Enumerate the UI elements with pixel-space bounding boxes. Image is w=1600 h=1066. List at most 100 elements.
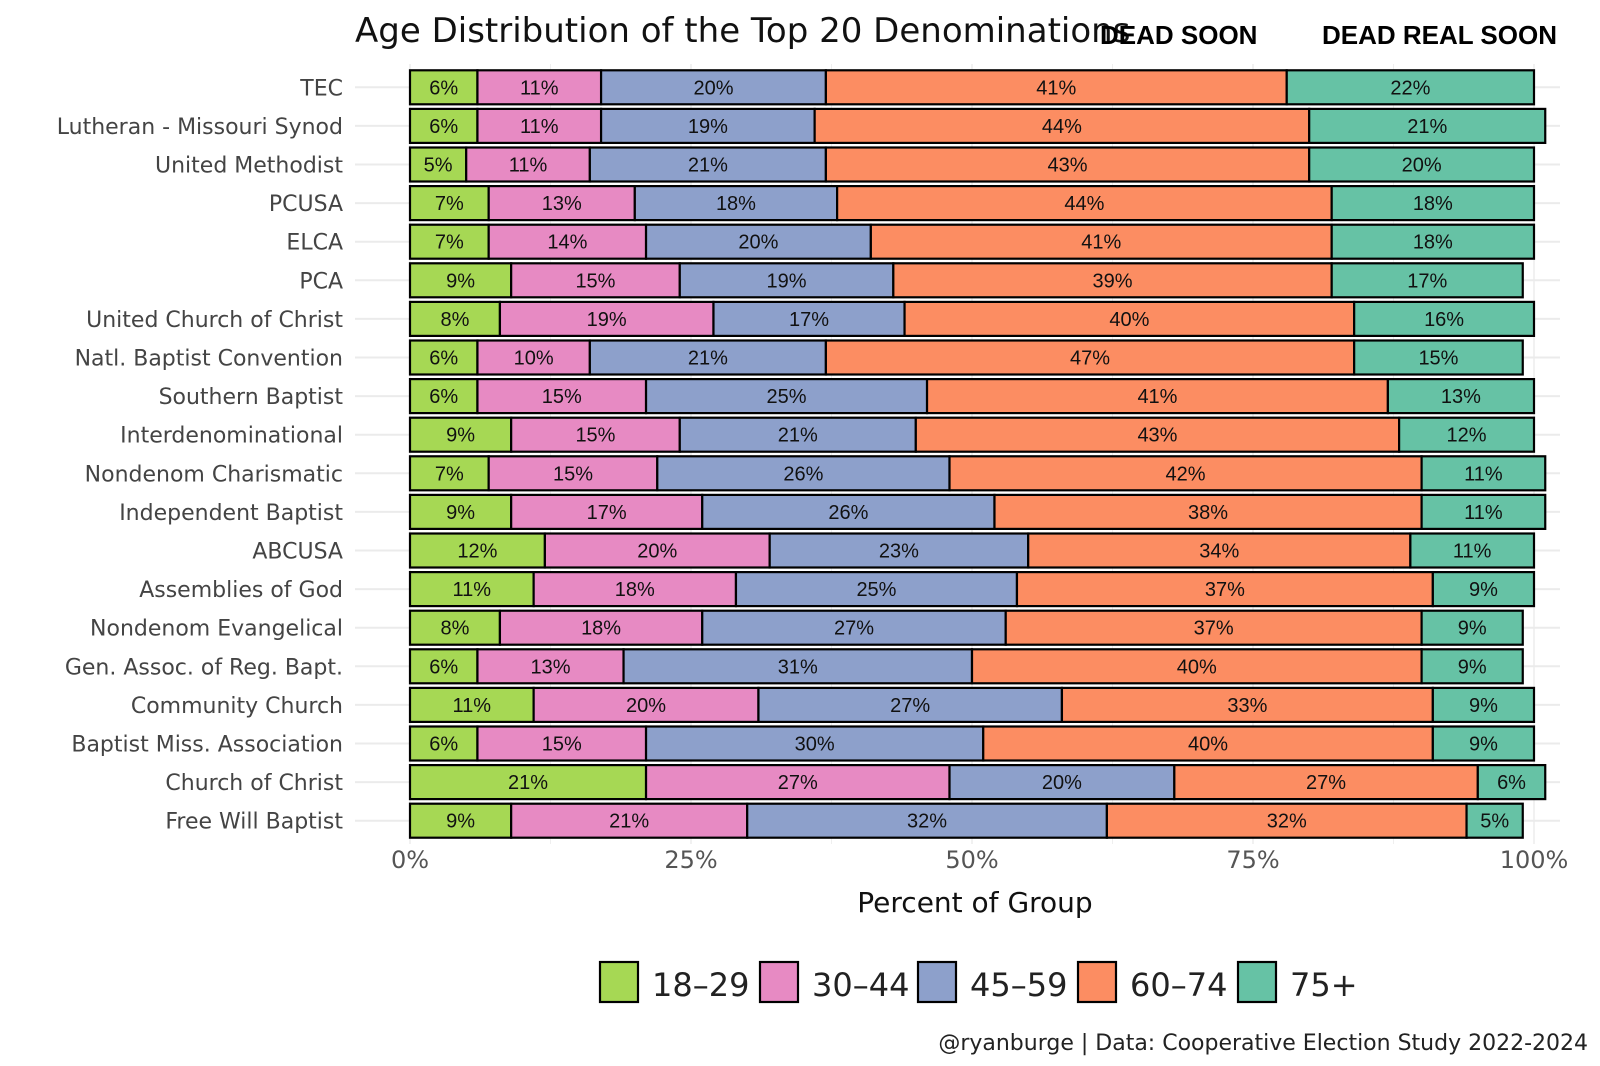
bar-segment <box>408 416 513 453</box>
x-tick-label: 75% <box>1226 846 1279 874</box>
bar-segment <box>644 378 929 415</box>
bar-value-label: 6% <box>429 734 458 756</box>
bar-segment <box>1004 609 1423 646</box>
y-axis-label: Natl. Baptist Convention <box>75 347 343 372</box>
bar-value-label: 23% <box>879 541 919 563</box>
y-axis-label: Assemblies of God <box>139 578 343 603</box>
bar-segment <box>465 146 591 183</box>
bar-segment <box>1420 609 1524 646</box>
bar-value-label: 20% <box>738 232 778 254</box>
bar-segment <box>487 455 659 492</box>
y-axis-label: ELCA <box>286 231 343 256</box>
bar-segment <box>993 493 1423 530</box>
bar-value-label: 11% <box>520 116 559 138</box>
y-axis-label: Southern Baptist <box>159 385 344 410</box>
bar-segment <box>824 339 1356 376</box>
y-axis-label: Church of Christ <box>165 771 343 796</box>
y-axis-label: ABCUSA <box>252 540 343 565</box>
bar-value-label: 20% <box>1042 772 1082 794</box>
bar-segment <box>532 570 738 608</box>
bar-segment <box>701 493 996 530</box>
bar-segment <box>1308 146 1536 183</box>
bar-segment <box>1409 532 1536 569</box>
y-axis-label: Gen. Assoc. of Reg. Bapt. <box>65 655 343 680</box>
bar-value-label: 9% <box>446 502 475 524</box>
bar-segment <box>914 416 1401 453</box>
bar-segment <box>476 378 648 415</box>
bar-segment <box>1330 185 1536 222</box>
bar-value-label: 40% <box>1109 309 1149 331</box>
bar-segment <box>1431 686 1536 724</box>
bar-segment <box>510 262 681 299</box>
y-axis-label: Nondenom Evangelical <box>90 617 343 642</box>
bar-value-label: 6% <box>429 656 458 678</box>
bar-value-label: 37% <box>1205 579 1245 601</box>
bar-value-label: 41% <box>1137 386 1177 408</box>
bar-value-label: 11% <box>520 77 559 99</box>
bar-value-label: 6% <box>429 386 458 408</box>
bar-value-label: 22% <box>1390 77 1430 99</box>
bar-value-label: 18% <box>1413 232 1453 254</box>
bar-value-label: 20% <box>637 541 677 563</box>
bar-value-label: 44% <box>1042 116 1082 138</box>
bar-segment <box>510 802 749 839</box>
bar-value-label: 9% <box>1458 656 1487 678</box>
bar-value-label: 44% <box>1064 193 1104 215</box>
y-axis-label: Lutheran - Missouri Synod <box>57 115 343 140</box>
bar-value-label: 9% <box>1458 618 1487 640</box>
bar-value-label: 11% <box>453 695 492 717</box>
legend-label: 60–74 <box>1130 966 1227 1004</box>
bar-segment <box>588 339 827 376</box>
bar-value-label: 27% <box>890 695 930 717</box>
bar-segment <box>487 185 636 222</box>
bar-value-label: 9% <box>446 270 475 292</box>
bar-value-label: 13% <box>530 656 570 678</box>
bar-segment <box>476 725 648 762</box>
bar-value-label: 21% <box>508 772 548 794</box>
bar-value-label: 11% <box>1453 541 1492 563</box>
bar-value-label: 42% <box>1166 463 1206 485</box>
bar-segment <box>701 609 1007 646</box>
bar-segment <box>1353 339 1524 376</box>
bar-value-label: 20% <box>1402 155 1442 177</box>
bar-value-label: 18% <box>716 193 756 215</box>
bar-segment <box>1420 493 1547 530</box>
bar-value-label: 7% <box>435 193 464 215</box>
bar-value-label: 38% <box>1188 502 1228 524</box>
bar-value-label: 19% <box>767 270 807 292</box>
bar-value-label: 27% <box>778 772 818 794</box>
bar-segment <box>813 107 1311 145</box>
bar-segment <box>408 300 502 337</box>
bar-value-label: 15% <box>575 425 615 447</box>
bar-value-label: 15% <box>542 386 582 408</box>
bar-segment <box>408 146 468 183</box>
x-tick-label: 0% <box>391 846 429 874</box>
y-axis-label: PCA <box>299 269 343 294</box>
bar-value-label: 19% <box>688 116 728 138</box>
bar-value-label: 43% <box>1137 425 1177 447</box>
y-axis-label: TEC <box>299 76 343 101</box>
legend-label: 18–29 <box>652 966 749 1004</box>
bar-value-label: 27% <box>1306 772 1346 794</box>
bar-value-label: 9% <box>1469 695 1498 717</box>
bar-value-label: 6% <box>1497 772 1526 794</box>
annotation-dead-real-soon: DEAD REAL SOON <box>1322 20 1557 50</box>
x-tick-label: 100% <box>1500 846 1569 874</box>
y-axis-label: Independent Baptist <box>119 501 343 526</box>
bar-value-label: 30% <box>795 734 835 756</box>
bar-segment <box>476 107 603 145</box>
bars: 6% 11% 20% 41% 22% 6% 11% 19% 44% 21% 5% 11% 21% 43% 2… <box>408 69 1547 839</box>
bar-segment <box>1431 725 1536 762</box>
bar-value-label: 25% <box>767 386 807 408</box>
legend-swatch <box>598 960 640 1004</box>
x-axis-ticks: 0% 25% 50% 75% 100% <box>391 846 1568 874</box>
bar-value-label: 15% <box>553 463 593 485</box>
bar-value-label: 12% <box>457 541 497 563</box>
bar-value-label: 17% <box>587 502 627 524</box>
bar-segment <box>633 185 839 222</box>
bar-segment <box>1285 69 1536 106</box>
y-axis-label: Baptist Miss. Association <box>71 733 343 758</box>
legend-swatch <box>1236 960 1278 1004</box>
bar-value-label: 21% <box>1407 116 1447 138</box>
bar-value-label: 6% <box>429 116 458 138</box>
